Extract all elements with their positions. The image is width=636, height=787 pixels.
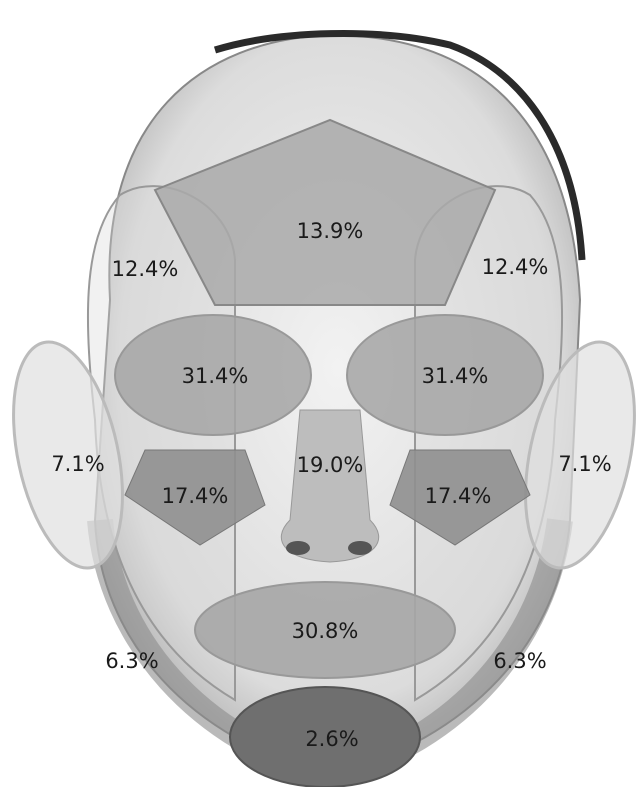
region-label: 30.8%	[292, 619, 359, 643]
region-label: 17.4%	[162, 484, 229, 508]
nostril	[348, 541, 372, 555]
face-diagram: 13.9% 12.4% 12.4% 31.4% 31.4% 7.1% 7.1% …	[0, 0, 636, 787]
region-label: 2.6%	[305, 727, 358, 751]
region-label: 19.0%	[297, 453, 364, 477]
region-label: 6.3%	[493, 649, 546, 673]
region-label: 31.4%	[422, 364, 489, 388]
region-label: 12.4%	[112, 257, 179, 281]
region-label: 6.3%	[105, 649, 158, 673]
region-label: 12.4%	[482, 255, 549, 279]
region-label: 31.4%	[182, 364, 249, 388]
region-label: 17.4%	[425, 484, 492, 508]
region-label: 7.1%	[51, 452, 104, 476]
nostril	[286, 541, 310, 555]
region-label: 7.1%	[558, 452, 611, 476]
region-label: 13.9%	[297, 219, 364, 243]
